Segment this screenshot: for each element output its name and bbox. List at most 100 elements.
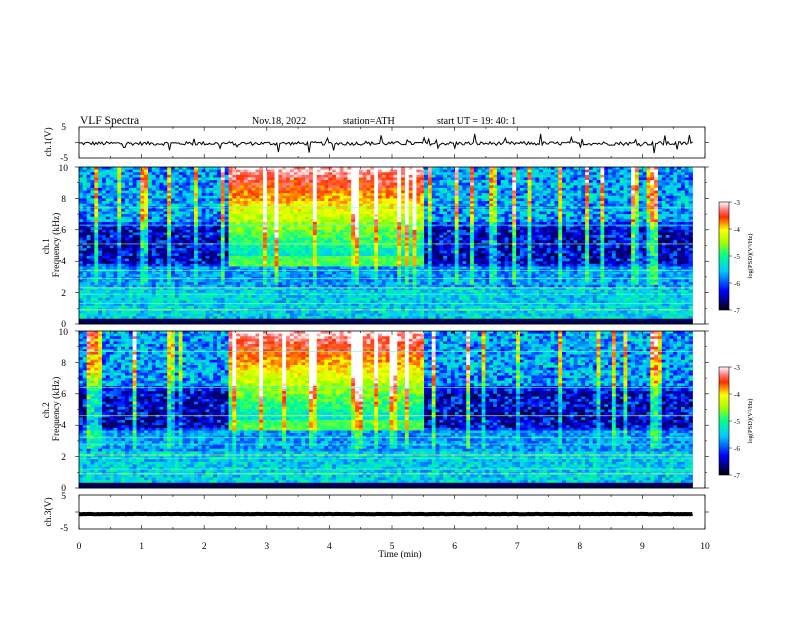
spectrogram-cell <box>91 290 95 293</box>
spectrogram-cell <box>305 196 309 199</box>
spectrogram-cell <box>156 230 160 233</box>
spectrogram-cell <box>110 306 114 309</box>
spectrogram-cell <box>144 214 148 217</box>
spectrogram-cell <box>114 246 118 249</box>
spectrogram-cell <box>171 222 175 225</box>
spectrogram-cell <box>198 177 202 180</box>
spectrogram-cell <box>286 172 290 175</box>
spectrogram-cell <box>202 238 206 241</box>
spectrogram-cell <box>160 266 164 269</box>
spectrogram-cell <box>294 290 298 293</box>
spectrogram-cell <box>244 316 248 319</box>
spectrogram-cell <box>194 314 198 317</box>
spectrogram-cell <box>240 306 244 309</box>
spectrogram-cell <box>175 167 179 170</box>
spectrogram-cell <box>244 232 248 235</box>
spectrogram-cell <box>340 256 344 259</box>
spectrogram-cell <box>202 191 206 194</box>
spectrogram-cell <box>259 266 263 269</box>
spectrogram-cell <box>163 209 167 212</box>
spectrogram-cell <box>336 201 340 204</box>
spectrogram-cell <box>359 222 363 225</box>
spectrogram-cell <box>328 314 332 317</box>
spectrogram-cell <box>179 280 183 283</box>
spectrogram-cell <box>137 219 141 222</box>
spectrogram-cell <box>114 230 118 233</box>
spectrogram-cell <box>278 204 282 207</box>
spectrogram-cell <box>129 314 133 317</box>
spectrogram-cell <box>363 240 367 243</box>
spectrogram-cell <box>114 306 118 309</box>
spectrogram-cell <box>156 227 160 230</box>
spectrogram-cell <box>232 170 236 173</box>
spectrogram-cell <box>351 219 355 222</box>
spectrogram-cell <box>317 314 321 317</box>
spectrogram-cell <box>252 282 256 285</box>
spectrogram-cell <box>91 188 95 191</box>
spectrogram-cell <box>309 227 313 230</box>
spectrogram-cell <box>363 298 367 301</box>
spectrogram-cell <box>175 300 179 303</box>
spectrogram-cell <box>117 240 121 243</box>
spectrogram-cell <box>355 235 359 238</box>
spectrogram-cell <box>347 295 351 298</box>
spectrogram-cell <box>382 214 386 217</box>
spectrogram-cell <box>370 232 374 235</box>
spectrogram-cell <box>209 272 213 275</box>
spectrogram-cell <box>340 240 344 243</box>
spectrogram-cell <box>263 311 267 314</box>
spectrogram-cell <box>213 295 217 298</box>
spectrogram-cell <box>236 230 240 233</box>
spectrogram-cell <box>225 232 229 235</box>
spectrogram-cell <box>370 243 374 246</box>
spectrogram-cell <box>378 306 382 309</box>
spectrogram-cell <box>144 209 148 212</box>
spectrogram-cell <box>163 280 167 283</box>
spectrogram-cell <box>163 264 167 267</box>
spectrogram-cell <box>232 295 236 298</box>
spectrogram-cell <box>190 264 194 267</box>
spectrogram-cell <box>301 167 305 170</box>
spectrogram-cell <box>160 298 164 301</box>
spectrogram-cell <box>183 316 187 319</box>
spectrogram-cell <box>236 264 240 267</box>
spectrogram-cell <box>267 256 271 259</box>
spectrogram-cell <box>179 198 183 201</box>
spectrogram-cell <box>351 232 355 235</box>
spectrogram-cell <box>252 298 256 301</box>
spectrogram-cell <box>282 253 286 256</box>
spectrogram-cell <box>244 227 248 230</box>
spectrogram-cell <box>259 217 263 220</box>
spectrogram-cell <box>290 211 294 214</box>
spectrogram-cell <box>98 204 102 207</box>
spectrogram-cell <box>355 256 359 259</box>
spectrogram-cell <box>83 188 87 191</box>
spectrogram-cell <box>263 253 267 256</box>
spectrogram-cell <box>355 240 359 243</box>
spectrogram-cell <box>198 248 202 251</box>
spectrogram-cell <box>79 272 83 275</box>
spectrogram-cell <box>286 167 290 170</box>
spectrogram-cell <box>271 198 275 201</box>
spectrogram-cell <box>309 253 313 256</box>
spectrogram-cell <box>156 314 160 317</box>
spectrogram-cell <box>114 295 118 298</box>
spectrogram-cell <box>328 316 332 319</box>
spectrogram-cell <box>355 248 359 251</box>
spectrogram-cell <box>194 201 198 204</box>
spectrogram-cell <box>382 201 386 204</box>
spectrogram-cell <box>347 191 351 194</box>
spectrogram-cell <box>248 180 252 183</box>
spectrogram-cell <box>367 227 371 230</box>
spectrogram-cell <box>133 209 137 212</box>
spectrogram-cell <box>87 217 91 220</box>
spectrogram-cell <box>259 222 263 225</box>
spectrogram-cell <box>294 217 298 220</box>
spectrogram-cell <box>294 211 298 214</box>
spectrogram-cell <box>106 319 110 322</box>
spectrogram-cell <box>79 170 83 173</box>
spectrogram-cell <box>140 201 144 204</box>
spectrogram-cell <box>121 272 125 275</box>
spectrogram-cell <box>175 282 179 285</box>
spectrogram-cell <box>236 298 240 301</box>
